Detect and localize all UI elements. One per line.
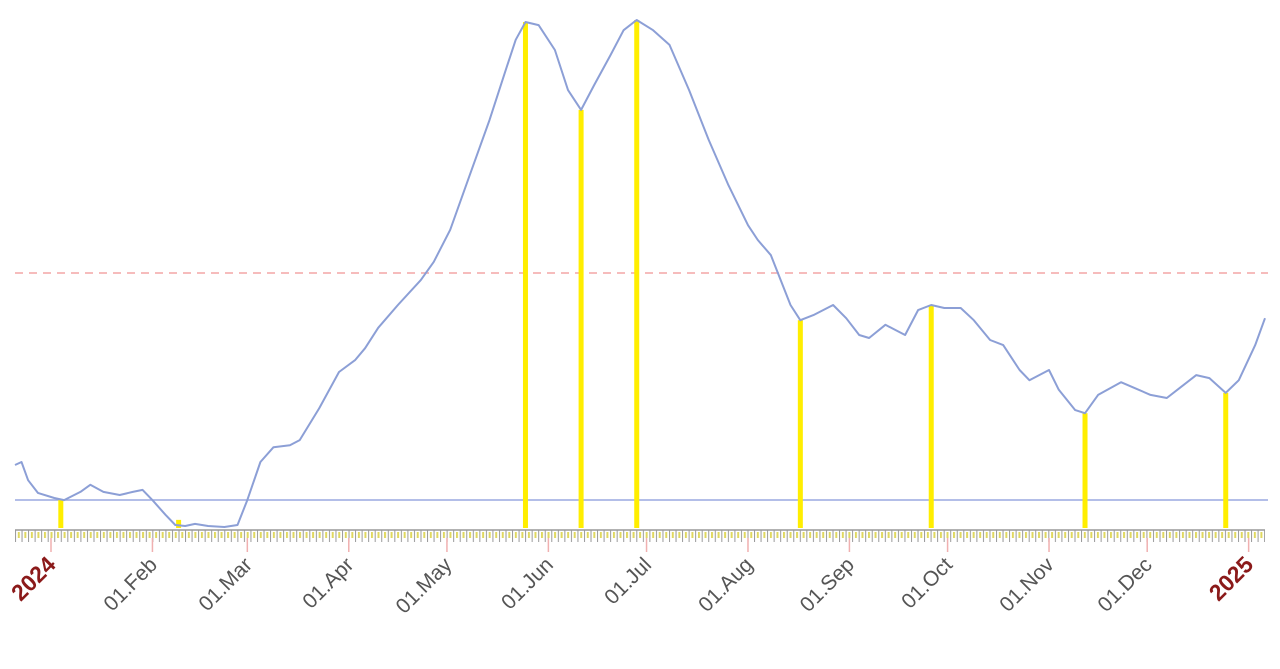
x-tick-label: 01.Oct — [897, 553, 957, 613]
x-tick-label: 01.Mar — [194, 553, 256, 615]
x-tick-label: 01.Jun — [497, 553, 558, 614]
x-tick-label: 01.Aug — [694, 553, 757, 616]
bar — [522, 22, 528, 528]
bar — [578, 109, 584, 528]
x-tick-label: 01.Sep — [796, 553, 859, 616]
line-series — [14, 19, 1266, 528]
x-tick-label: 2025 — [1204, 551, 1259, 606]
bar — [58, 500, 64, 528]
bar — [634, 20, 640, 528]
x-tick-label: 01.Nov — [995, 553, 1059, 617]
axis-ruler — [15, 530, 1265, 544]
x-tick-label: 01.Jul — [600, 553, 656, 609]
bar — [1223, 392, 1229, 528]
x-tick-label: 01.Feb — [99, 553, 162, 616]
bar — [928, 304, 934, 528]
bar — [176, 519, 182, 528]
bar — [1082, 413, 1088, 528]
x-tick-label: 2024 — [6, 551, 61, 606]
x-tick-label: 01.May — [392, 553, 457, 618]
x-tick-label: 01.Dec — [1093, 553, 1156, 616]
bar — [797, 320, 803, 528]
x-tick-label: 01.Apr — [298, 553, 358, 613]
